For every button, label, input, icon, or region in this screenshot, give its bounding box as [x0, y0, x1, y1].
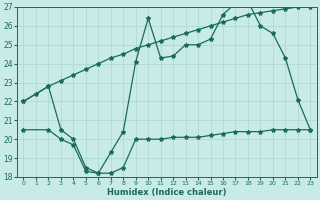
X-axis label: Humidex (Indice chaleur): Humidex (Indice chaleur) [107, 188, 227, 197]
